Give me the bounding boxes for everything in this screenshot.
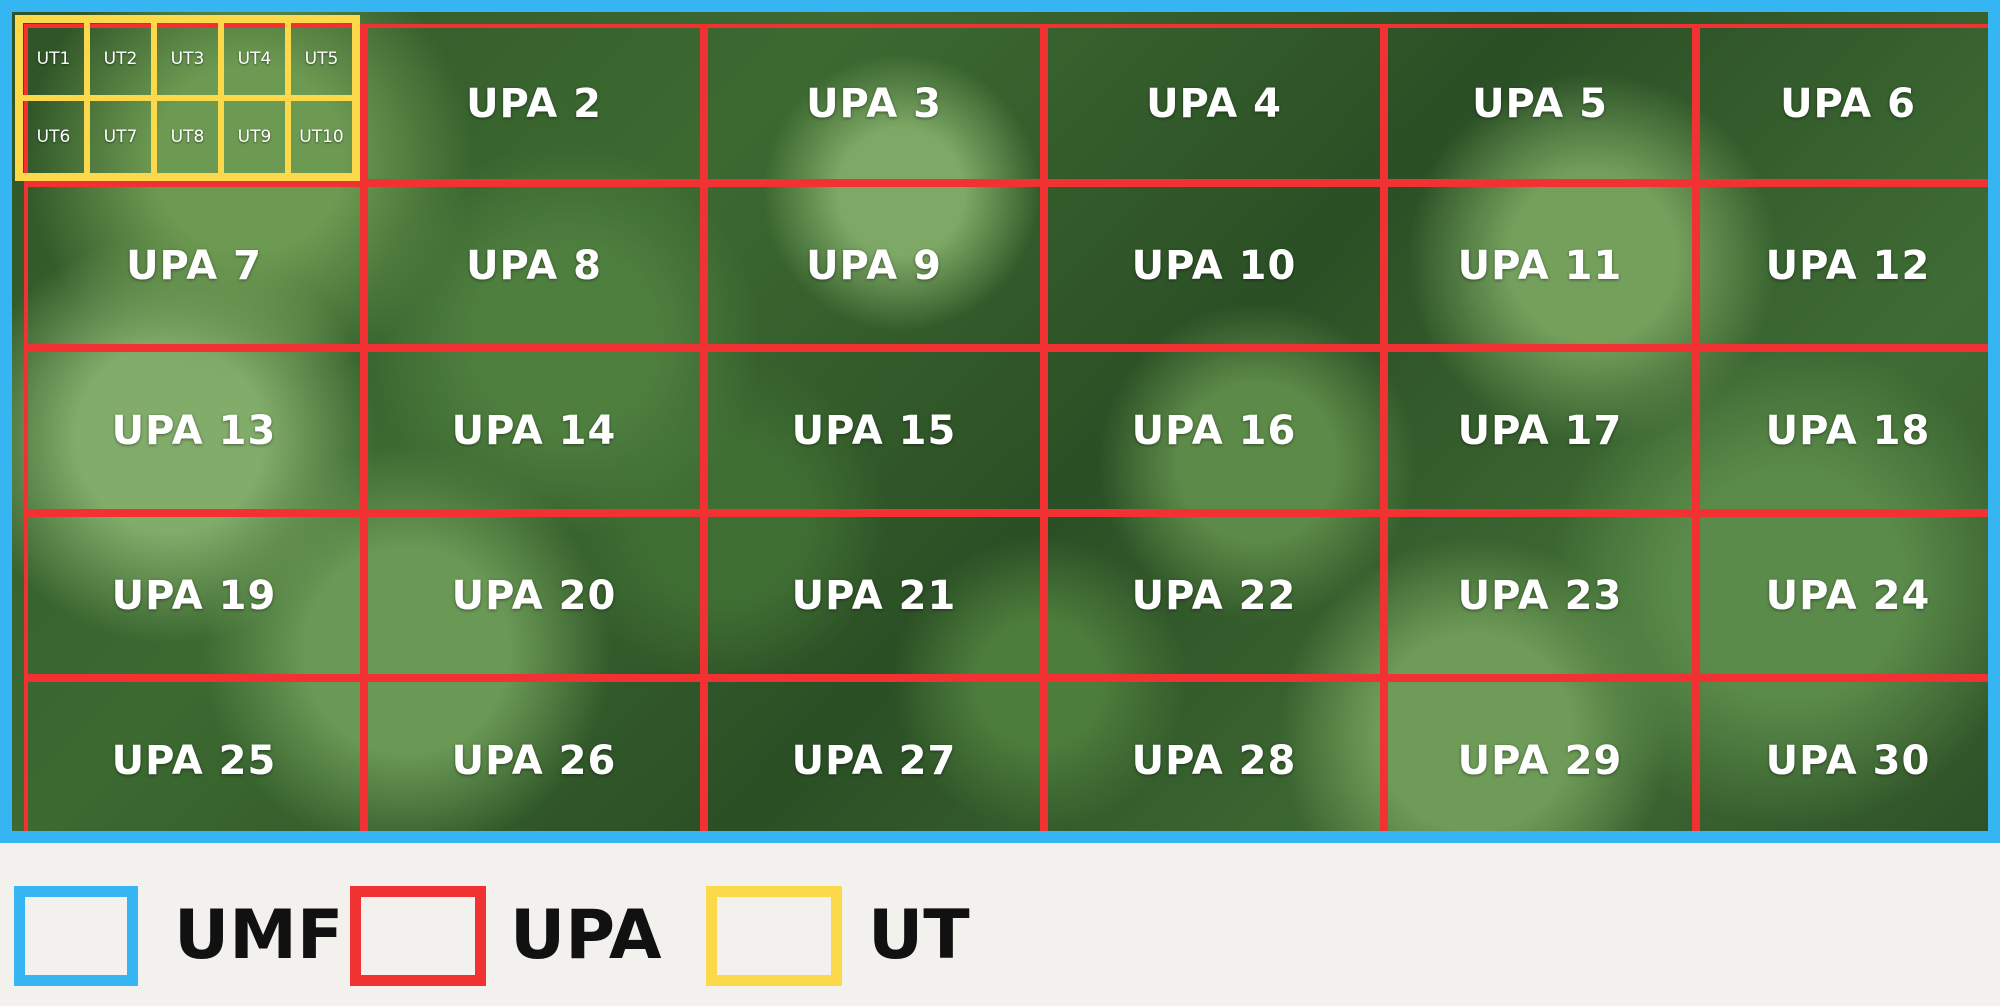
upa-label: UPA 3: [806, 80, 942, 127]
upa-cell: UPA 5: [1384, 24, 1696, 183]
upa-label: UPA 2: [466, 80, 602, 127]
upa-cell: UPA 19: [24, 513, 364, 678]
upa-cell: UPA 21: [704, 513, 1044, 678]
upa-label: UPA 22: [1131, 572, 1297, 619]
ut-label: UT4: [237, 49, 272, 69]
upa-label: UPA 4: [1146, 80, 1282, 127]
legend: UMF UPA UT: [0, 843, 2000, 1006]
upa-cell: UPA 9: [704, 183, 1044, 348]
upa-label: UPA 12: [1765, 242, 1931, 289]
upa-label: UPA 25: [111, 737, 277, 784]
upa-label: UPA 11: [1457, 242, 1623, 289]
ut-cell: UT8: [154, 98, 221, 176]
ut-cell: UT9: [221, 98, 288, 176]
upa-cell: UPA 25: [24, 678, 364, 831]
ut-cell: UT3: [154, 20, 221, 98]
upa-label: UPA 17: [1457, 407, 1623, 454]
upa-cell: UPA 6: [1696, 24, 1988, 183]
upa-cell: UPA 11: [1384, 183, 1696, 348]
upa-label: UPA 6: [1780, 80, 1916, 127]
upa-cell: UPA 29: [1384, 678, 1696, 831]
ut-subdivision-block: UT1 UT2 UT3 UT4 UT5 UT6 UT7 UT8 UT9 UT10: [15, 15, 360, 181]
upa-label: UPA 23: [1457, 572, 1623, 619]
legend-label-upa: UPA: [510, 896, 662, 975]
upa-cell: UPA 23: [1384, 513, 1696, 678]
upa-cell: [24, 24, 364, 183]
ut-cell: UT10: [288, 98, 355, 176]
upa-cell: UPA 28: [1044, 678, 1384, 831]
ut-label: UT1: [36, 49, 71, 69]
upa-label: UPA 16: [1131, 407, 1297, 454]
ut-label: UT7: [103, 127, 138, 147]
upa-cell: UPA 18: [1696, 348, 1988, 513]
upa-cell: UPA 8: [364, 183, 704, 348]
ut-cell: UT7: [87, 98, 154, 176]
upa-label: UPA 24: [1765, 572, 1931, 619]
upa-cell: UPA 27: [704, 678, 1044, 831]
upa-label: UPA 10: [1131, 242, 1297, 289]
legend-swatch-upa: [350, 886, 486, 986]
upa-cell: UPA 4: [1044, 24, 1384, 183]
upa-label: UPA 20: [451, 572, 617, 619]
upa-cell: UPA 3: [704, 24, 1044, 183]
ut-label: UT6: [36, 127, 71, 147]
upa-cell: UPA 24: [1696, 513, 1988, 678]
upa-label: UPA 30: [1765, 737, 1931, 784]
upa-grid: UPA 2 UPA 3 UPA 4 UPA 5 UPA 6 UPA 7 UPA 8 UPA 9…: [24, 24, 1988, 831]
legend-label-ut: UT: [868, 896, 970, 975]
ut-label: UT2: [103, 49, 138, 69]
upa-cell: UPA 2: [364, 24, 704, 183]
upa-cell: UPA 30: [1696, 678, 1988, 831]
upa-cell: UPA 13: [24, 348, 364, 513]
upa-label: UPA 29: [1457, 737, 1623, 784]
ut-cell: UT1: [20, 20, 87, 98]
upa-cell: UPA 26: [364, 678, 704, 831]
upa-label: UPA 19: [111, 572, 277, 619]
legend-swatch-ut: [706, 886, 842, 986]
upa-cell: UPA 14: [364, 348, 704, 513]
upa-label: UPA 7: [126, 242, 262, 289]
upa-label: UPA 8: [466, 242, 602, 289]
upa-cell: UPA 22: [1044, 513, 1384, 678]
upa-cell: UPA 7: [24, 183, 364, 348]
ut-label: UT9: [237, 127, 272, 147]
upa-label: UPA 28: [1131, 737, 1297, 784]
ut-cell: UT4: [221, 20, 288, 98]
upa-cell: UPA 10: [1044, 183, 1384, 348]
upa-label: UPA 18: [1765, 407, 1931, 454]
ut-label: UT3: [170, 49, 205, 69]
legend-label-umf: UMF: [174, 896, 344, 975]
ut-label: UT5: [304, 49, 339, 69]
upa-cell: UPA 15: [704, 348, 1044, 513]
upa-label: UPA 27: [791, 737, 957, 784]
upa-cell: UPA 17: [1384, 348, 1696, 513]
ut-label: UT8: [170, 127, 205, 147]
ut-cell: UT6: [20, 98, 87, 176]
ut-label: UT10: [299, 127, 344, 147]
legend-swatch-umf: [14, 886, 138, 986]
upa-label: UPA 13: [111, 407, 277, 454]
upa-label: UPA 9: [806, 242, 942, 289]
upa-cell: UPA 20: [364, 513, 704, 678]
upa-label: UPA 21: [791, 572, 957, 619]
upa-cell: UPA 16: [1044, 348, 1384, 513]
ut-cell: UT2: [87, 20, 154, 98]
upa-label: UPA 26: [451, 737, 617, 784]
forest-map: UPA 2 UPA 3 UPA 4 UPA 5 UPA 6 UPA 7 UPA 8 UPA 9…: [0, 0, 2000, 843]
upa-label: UPA 5: [1472, 80, 1608, 127]
upa-label: UPA 15: [791, 407, 957, 454]
upa-cell: UPA 12: [1696, 183, 1988, 348]
upa-label: UPA 14: [451, 407, 617, 454]
ut-cell: UT5: [288, 20, 355, 98]
